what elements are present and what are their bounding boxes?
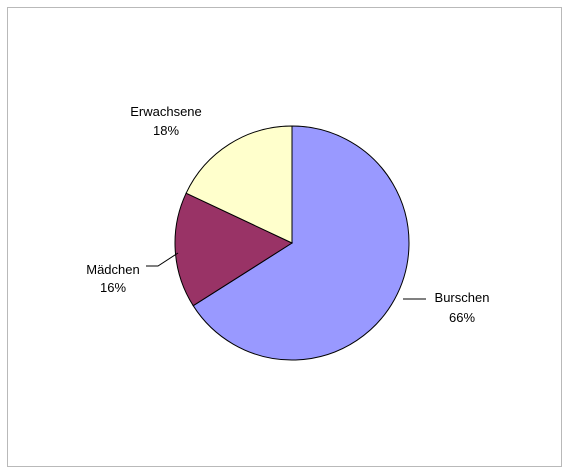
slice-label-maedchen: Mädchen bbox=[86, 262, 139, 277]
slice-value-burschen: 66% bbox=[449, 310, 475, 325]
slice-label-erwachsene: Erwachsene bbox=[130, 104, 202, 119]
slice-label-burschen: Burschen bbox=[435, 290, 490, 305]
leader-line-maedchen bbox=[146, 252, 179, 267]
slice-value-erwachsene: 18% bbox=[153, 123, 179, 138]
pie-slices bbox=[174, 125, 410, 361]
slice-value-maedchen: 16% bbox=[100, 280, 126, 295]
slice-labels: Burschen 66% Mädchen 16% Erwachsene 18% bbox=[86, 104, 489, 325]
pie-slice-burschen bbox=[192, 125, 410, 361]
pie-slice-erwachsene bbox=[185, 125, 293, 244]
pie-slice-maedchen bbox=[174, 192, 294, 307]
